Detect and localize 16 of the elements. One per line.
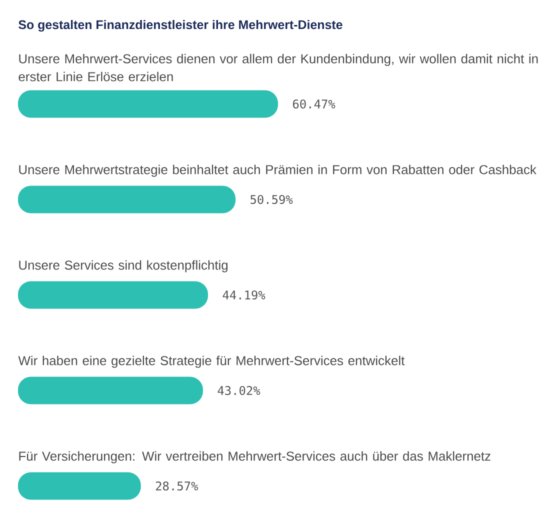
data-label: 28.57%: [156, 481, 198, 491]
bar: [18, 90, 278, 118]
bar: [18, 376, 203, 404]
data-label: 44.19%: [222, 290, 266, 300]
y-tick-label: Unsere Mehrwert-Services dienen vor allem der Kundenbindung, wir wollen damit nicht in erster Linie Erlöse erzielen: [18, 54, 538, 82]
bar: [18, 472, 141, 500]
data-label: 50.59%: [250, 194, 293, 204]
chart-title: So gestalten Finanzdienstleister ihre Mehrwert-Dienste: [18, 20, 342, 32]
y-tick-label: Unsere Mehrwertstrategie beinhaltet auch Prämien in Form von Rabatten oder Cashback: [19, 164, 536, 177]
bar: [18, 281, 208, 309]
data-label: 60.47%: [292, 99, 336, 109]
y-tick-label: Wir haben eine gezielte Strategie für Mehrwert-Services entwickelt: [18, 356, 405, 368]
y-tick-label: Unsere Services sind kostenpflichtig: [19, 260, 228, 272]
y-tick-label: Für Versicherungen: Wir vertreiben Mehrwert-Services auch über das Maklernetz: [19, 451, 490, 464]
bar: [18, 186, 236, 214]
data-label: 43.02%: [218, 386, 260, 396]
